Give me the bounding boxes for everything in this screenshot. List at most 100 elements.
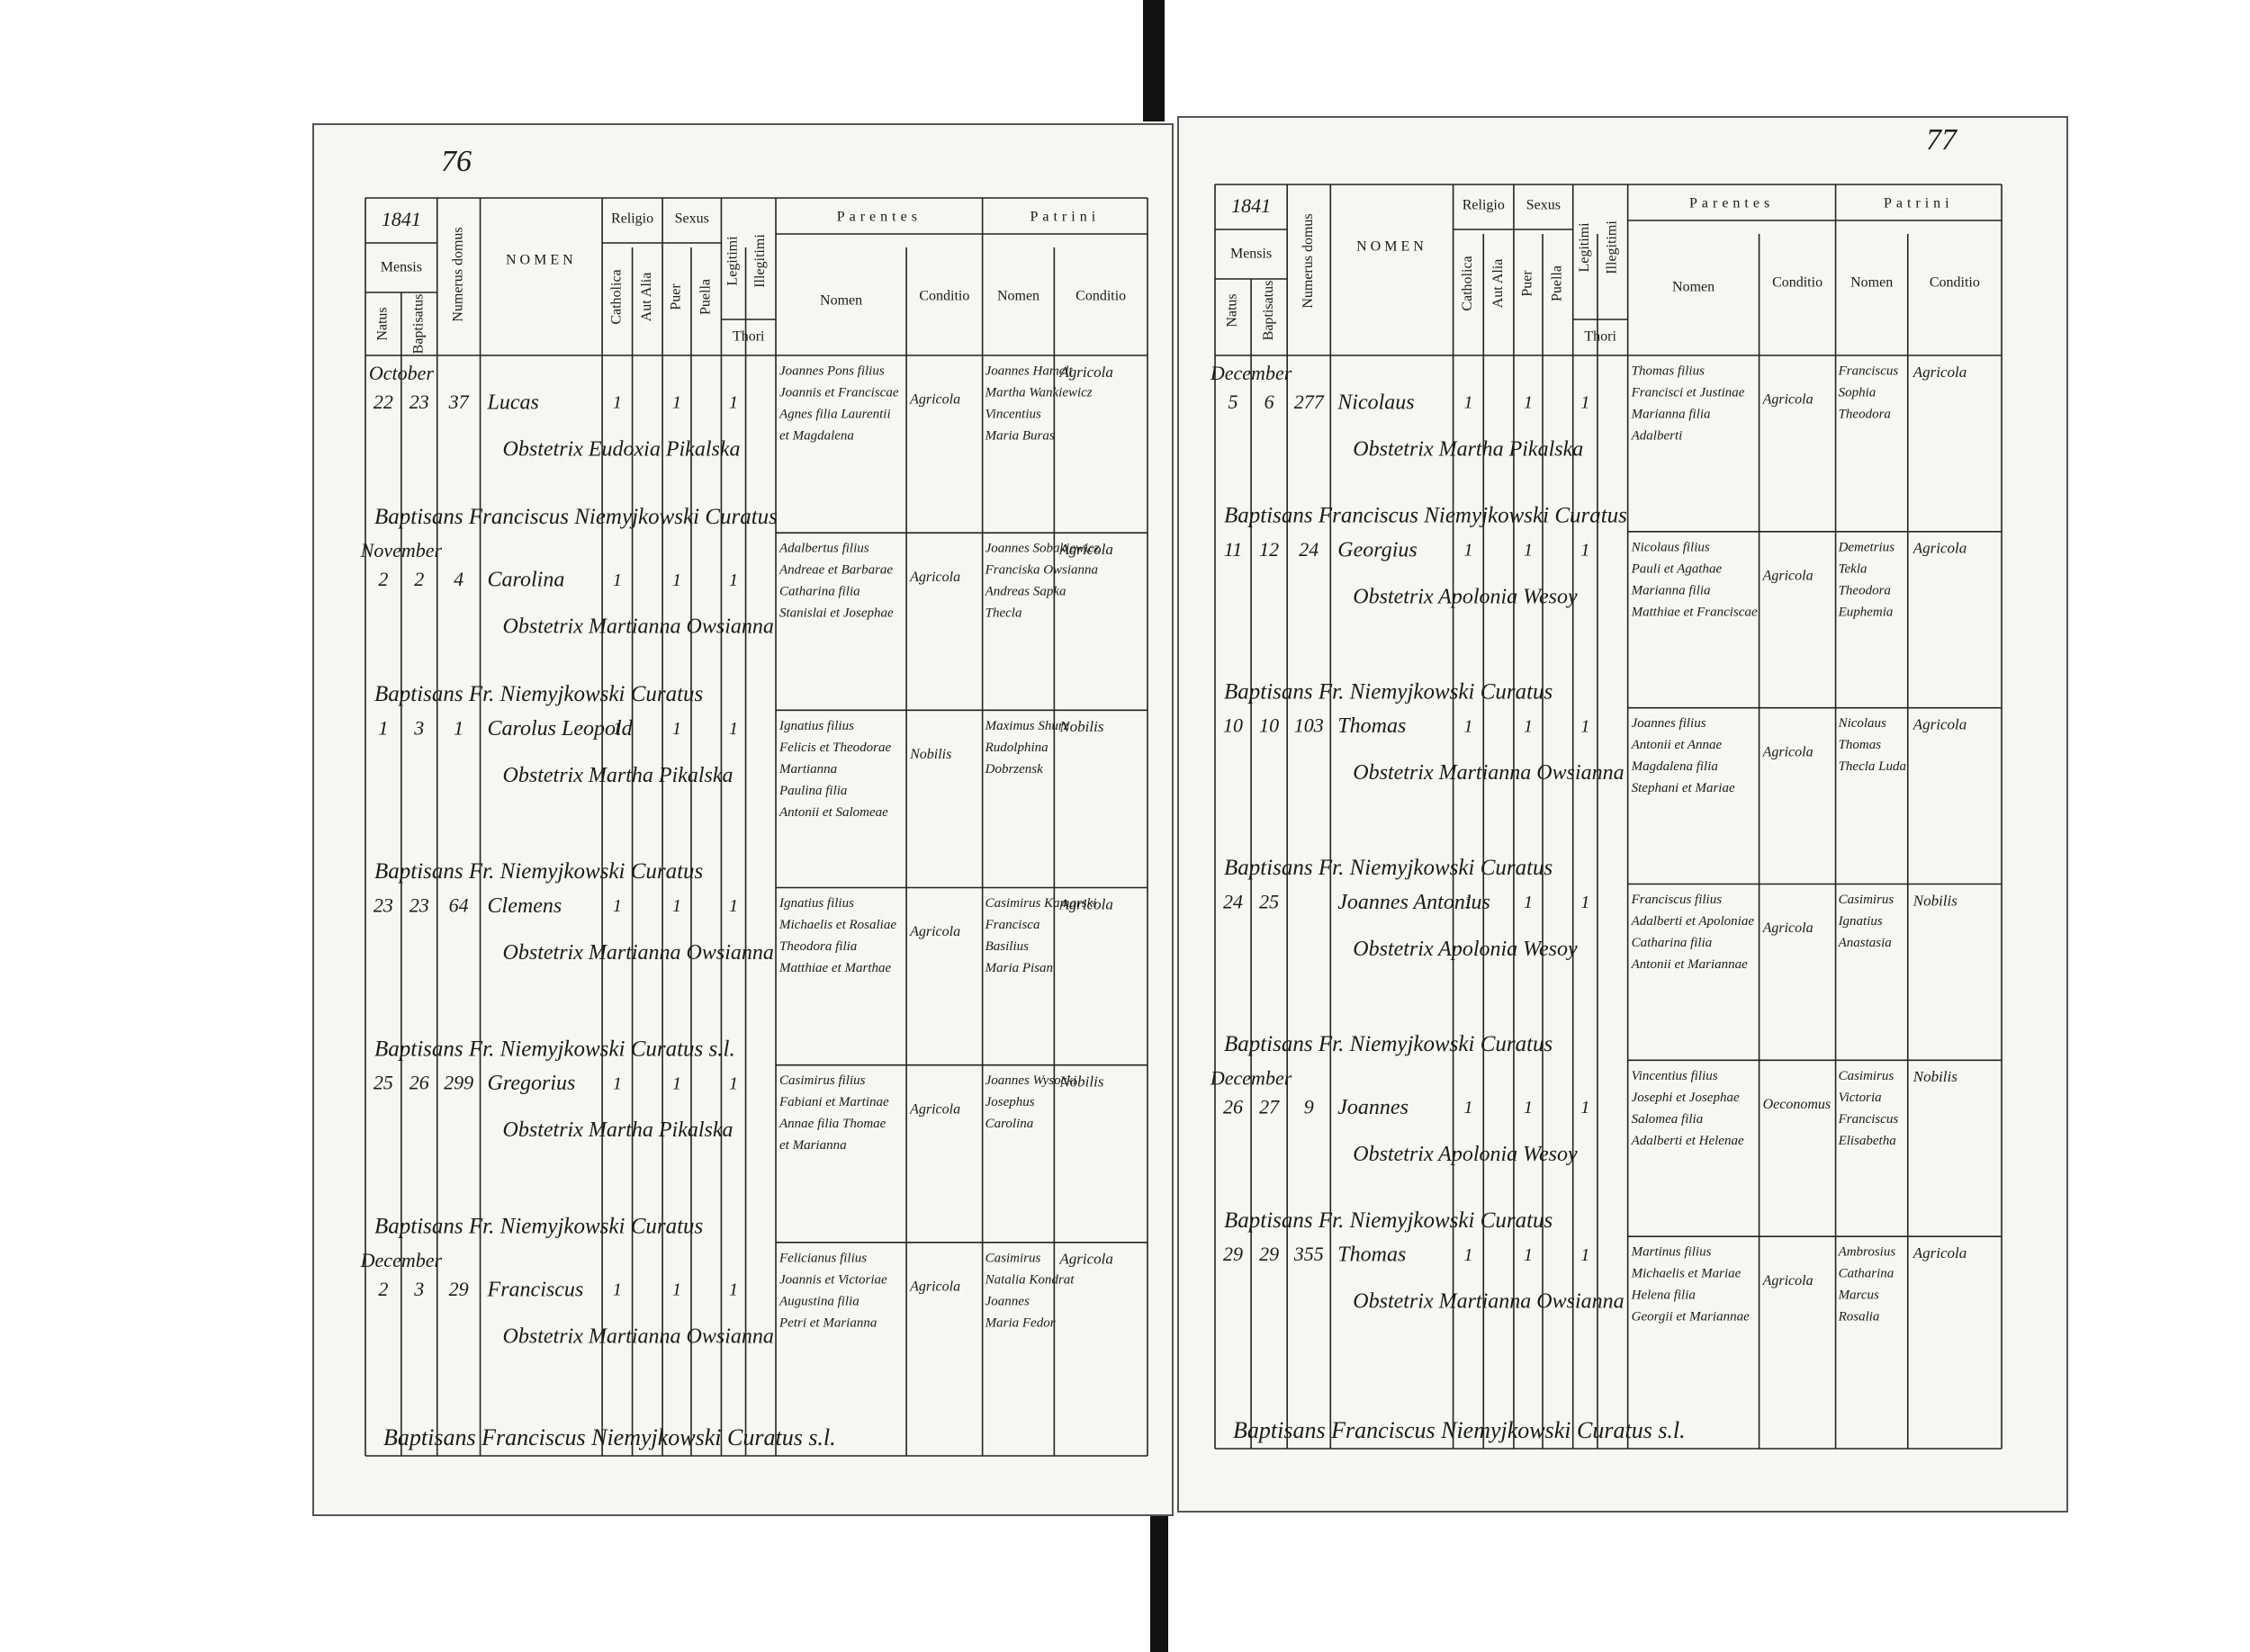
parent-condition: Agricola — [1762, 392, 1814, 408]
mark: 1 — [729, 570, 738, 590]
baptisatus: 3 — [413, 716, 424, 739]
baptisans: Baptisans Fr. Niemyjkowski Curatus — [1224, 1208, 1552, 1233]
binding-ribbon — [1150, 1513, 1168, 1652]
mark: 1 — [672, 393, 681, 413]
godparent-line: Demetrius — [1838, 540, 1895, 554]
obstetrix: Obstetrix Eudoxia Pikalska — [503, 438, 741, 462]
mark: 1 — [1463, 716, 1472, 736]
parent-line: Antonii et Annae — [1631, 738, 1723, 752]
parent-line: Stanislai et Josephae — [779, 606, 894, 621]
parent-line: Martianna — [778, 762, 837, 777]
domus: 299 — [444, 1072, 473, 1094]
godparent-line: Joannes Hamelt — [986, 364, 1074, 378]
godparent-line: Basilius — [986, 939, 1030, 954]
column-header: Puella — [1550, 265, 1565, 301]
godparent-condition: Agricola — [1912, 364, 1967, 381]
domus: 24 — [1299, 538, 1318, 561]
godparent-line: Thecla — [986, 606, 1022, 621]
parent-line: Antonii et Salomeae — [778, 805, 888, 820]
baptisatus: 29 — [1259, 1243, 1279, 1265]
parent-line: et Marianna — [779, 1138, 847, 1153]
nomen: Thomas — [1337, 714, 1406, 738]
godparent-line: Casimirus — [986, 1251, 1041, 1265]
obstetrix: Obstetrix Martianna Owsianna — [1353, 761, 1624, 785]
column-header: Nomen — [1850, 275, 1893, 291]
baptisatus: 23 — [410, 894, 429, 917]
godparent-line: Francisca — [985, 918, 1040, 932]
parent-line: Casimirus filius — [779, 1073, 866, 1088]
godparent-condition: Agricola — [1912, 540, 1967, 557]
parent-line: Felicianus filius — [778, 1251, 867, 1265]
parent-line: Ignatius filius — [778, 896, 854, 911]
obstetrix: Obstetrix Martha Pikalska — [1353, 438, 1583, 462]
mark: 1 — [1580, 393, 1589, 413]
baptisatus: 6 — [1264, 391, 1274, 413]
natus: 5 — [1228, 391, 1238, 413]
godparent-condition: Agricola — [1912, 1244, 1967, 1261]
obstetrix: Obstetrix Apolonia Wesoy — [1353, 585, 1578, 608]
parent-line: Pauli et Agathae — [1631, 561, 1723, 576]
mark: 1 — [672, 1073, 681, 1093]
mark: 1 — [1463, 1098, 1472, 1118]
closing: Baptisans Franciscus Niemyjkowski Curatu… — [383, 1424, 836, 1450]
godparent-condition: Nobilis — [1912, 1068, 1958, 1085]
column-header: Baptisatus — [410, 294, 426, 355]
column-header: Catholica — [1460, 256, 1475, 310]
month: December — [360, 1249, 443, 1271]
parent-line: Helena filia — [1631, 1288, 1696, 1303]
parent-line: Vincentius filius — [1632, 1069, 1718, 1083]
godparent-line: Theodora — [1839, 407, 1891, 421]
column-header: Religio — [611, 211, 653, 227]
column-header: Illegitimi — [1604, 220, 1619, 274]
domus: 277 — [1294, 391, 1325, 413]
godparent-line: Dobrzensk — [985, 762, 1044, 777]
column-header: Thori — [733, 329, 765, 345]
mark: 1 — [672, 719, 681, 739]
parent-condition: Nobilis — [909, 747, 951, 762]
godparent-condition: Agricola — [1058, 364, 1113, 381]
mark: 1 — [613, 719, 622, 739]
parent-line: Antonii et Mariannae — [1631, 957, 1748, 972]
mark: 1 — [1463, 893, 1472, 912]
domus: 4 — [454, 568, 464, 590]
parent-line: Petri et Marianna — [778, 1315, 877, 1330]
parent-line: Joannis et Franciscae — [779, 385, 899, 400]
parent-condition: Agricola — [909, 570, 960, 585]
godparent-line: Anastasia — [1838, 936, 1892, 950]
godparent-line: Catharina — [1839, 1267, 1894, 1281]
page-number: 77 — [1926, 123, 1958, 157]
mark: 1 — [1580, 1098, 1589, 1118]
domus: 1 — [454, 716, 464, 739]
godparent-line: Tekla — [1839, 561, 1868, 576]
mark: 1 — [672, 1279, 681, 1299]
column-header: Aut Alia — [1490, 259, 1506, 309]
column-header: Puer — [1520, 270, 1535, 297]
obstetrix: Obstetrix Martha Pikalska — [503, 764, 734, 787]
obstetrix: Obstetrix Martianna Owsianna — [503, 615, 774, 639]
godparent-line: Casimirus — [1839, 1069, 1894, 1083]
parent-line: Agnes filia Laurentii — [778, 407, 891, 421]
parent-line: Augustina filia — [778, 1294, 860, 1308]
godparent-line: Theodora — [1839, 583, 1891, 597]
mark: 1 — [1524, 1245, 1533, 1265]
column-header: Baptisatus — [1261, 281, 1276, 341]
mark: 1 — [729, 393, 738, 413]
nomen: Joannes Antonius — [1337, 891, 1490, 914]
mark: 1 — [1580, 716, 1589, 736]
parent-line: Catharina filia — [1632, 936, 1713, 950]
baptisatus: 23 — [410, 391, 429, 413]
binding-ribbon — [1143, 0, 1165, 121]
column-header: Conditio — [1772, 275, 1822, 291]
column-header: Natus — [375, 307, 391, 340]
baptisatus: 10 — [1259, 714, 1279, 737]
mark: 1 — [1524, 893, 1533, 912]
godparent-line: Franciska Owsianna — [985, 563, 1098, 578]
column-header: NOMEN — [1356, 239, 1427, 255]
mark: 1 — [1524, 393, 1533, 413]
nomen: Joannes — [1337, 1096, 1408, 1119]
natus: 23 — [374, 894, 393, 917]
parent-line: Matthiae et Franciscae — [1631, 605, 1758, 619]
parent-line: Annae filia Thomae — [778, 1117, 886, 1131]
parent-condition: Agricola — [1762, 569, 1814, 584]
nomen: Nicolaus — [1336, 391, 1414, 415]
